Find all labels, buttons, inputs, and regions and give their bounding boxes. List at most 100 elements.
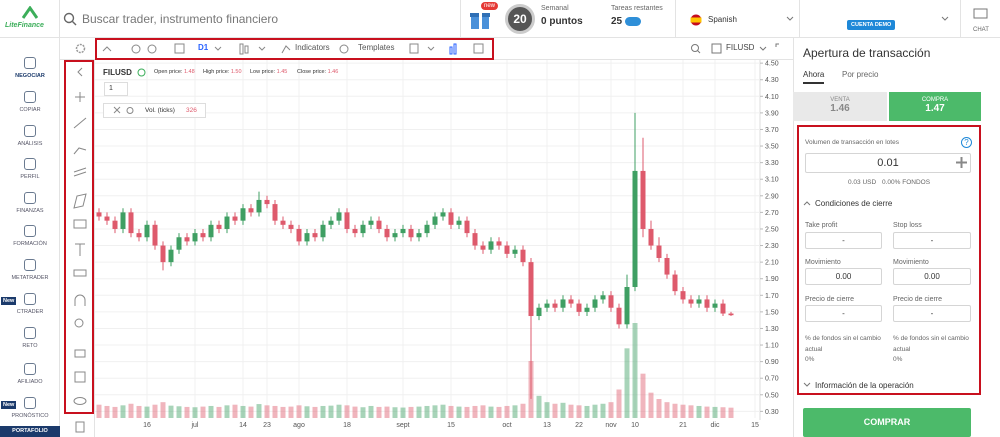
sidebar-item[interactable]: AFILIADO [17,379,43,385]
candle-body [200,233,206,238]
sidebar-item[interactable]: NEGOCIAR [15,73,45,79]
volume-legend-icons[interactable] [113,106,137,115]
candle-body [264,199,270,205]
multiplier-select[interactable]: 1 [104,82,128,96]
x-tick-label: 18 [343,422,351,429]
search-input[interactable]: Buscar trader, instrumento financiero [82,12,279,26]
tasks-arrow[interactable] [625,17,641,26]
close-conditions[interactable]: Condiciones de cierre [815,199,893,208]
x-tick-label: 16 [143,422,151,429]
move-input[interactable]: 0.00 [805,268,882,285]
y-tick-label: 3.10 [765,177,779,184]
close-price-input[interactable]: - [893,305,971,322]
operation-info[interactable]: Información de la operación [815,381,914,390]
candle-body [304,233,310,242]
legend-open: Open price: 1.48 [154,69,195,75]
settings-icon[interactable] [74,42,87,55]
new-badge: New [1,297,17,305]
candle-body [576,303,582,312]
volume-bar [96,404,102,418]
sidebar-item[interactable]: ANÁLISIS [17,141,43,147]
sidebar-item[interactable]: RETO [22,343,38,349]
volume-bar [392,407,398,418]
symbol-select[interactable]: FILUSD [726,43,755,52]
chat-button[interactable]: CHAT [960,0,1000,38]
candle-body [376,220,382,229]
language-select[interactable] [675,0,800,38]
take-profit-input[interactable]: - [805,232,882,249]
volume-bar [600,403,606,418]
sidebar-icon [24,91,36,103]
x-tick-label: jul [190,422,198,429]
templates-button[interactable]: Templates [358,43,395,52]
chevron [941,16,949,21]
x-tick-label: 15 [751,422,759,429]
portfolio-tab[interactable]: PORTAFOLIO [0,426,60,437]
clock-icon [137,68,146,77]
sidebar-item[interactable]: METATRADER [11,275,49,281]
volume-bar [672,403,678,418]
indicators-button[interactable]: Indicators [295,43,330,52]
candle-body [448,212,454,225]
y-tick-label: 0.30 [765,409,779,416]
sidebar-item[interactable]: PRONÓSTICO [11,413,49,419]
tab-price[interactable]: Por precio [842,70,879,79]
tab-now[interactable]: Ahora [803,70,825,84]
candle-body [160,245,166,263]
volume-bar [144,406,150,418]
candle-body [328,220,334,225]
y-tick-label: 1.30 [765,326,779,333]
candle-body [280,220,286,225]
account-badge[interactable]: CUENTA DEMO [847,20,896,30]
gift-icon [470,13,490,29]
candle-body [288,224,294,229]
volume-bar [312,406,318,418]
close-price-input[interactable]: - [805,305,882,322]
buy-label: COMPRA [921,97,949,103]
y-tick-label: 1.50 [765,309,779,316]
candle-body [312,233,318,238]
take-profit-label: Take profit [805,222,838,229]
sell-label: VENTA [830,97,850,103]
volume-input[interactable]: 0.01 [805,153,971,173]
candle-body [184,237,190,242]
sidebar-item[interactable]: PERFIL [20,174,40,180]
candle-body [592,299,598,308]
candle-body [544,303,550,308]
sidebar-item[interactable]: COPIAR [19,107,41,113]
buy-button[interactable]: COMPRAR [803,408,971,437]
candle-body [664,257,670,275]
funds-change-label: % de fondos sin el cambio actual [893,335,969,353]
candle-body [136,233,142,238]
candle-body [256,199,262,213]
tasks-label: Tareas restantes [611,5,663,12]
volume-bar [424,405,430,418]
move-input[interactable]: 0.00 [893,268,971,285]
sidebar-item[interactable]: FORMACIÓN [13,241,47,247]
sidebar-item[interactable]: CTRADER [16,309,44,315]
label: Low price: [250,69,276,75]
sidebar-icon [24,293,36,305]
candle-body [216,224,222,229]
help-icon[interactable]: ? [961,137,972,148]
logo[interactable]: LiteFinance [0,0,60,38]
volume-bar [104,405,110,418]
x-tick-label: sept [396,422,409,429]
stop-loss-input[interactable]: - [893,232,971,249]
candle-body [528,262,534,317]
sell-button[interactable]: VENTA 1.46 [793,92,887,121]
candle-body [712,303,718,308]
gift-button[interactable]: new [460,0,499,38]
volume-bar [536,395,542,418]
move-label: Movimiento [893,259,929,266]
plus-icon[interactable] [956,157,967,168]
drawing-tool-icons[interactable] [72,64,88,434]
volume-bar [656,399,662,418]
interval[interactable]: D1 [198,43,209,52]
volume-bar [584,405,590,418]
sidebar-item[interactable]: FINANZAS [16,208,44,214]
buy-tab[interactable]: COMPRA 1.47 [889,92,981,121]
x-tick-label: ago [293,422,305,429]
y-tick-label: 2.30 [765,243,779,250]
volume-bar [568,404,574,418]
